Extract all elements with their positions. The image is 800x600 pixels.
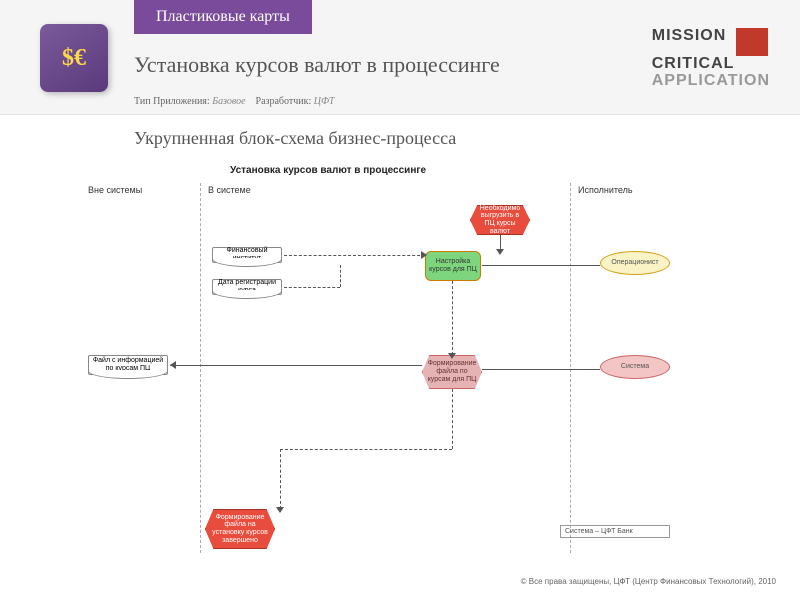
logo-line2: CRITICAL — [652, 55, 735, 72]
logo-red-square — [736, 28, 768, 56]
diagram-title: Установка курсов валют в процессинге — [230, 165, 426, 176]
edge — [340, 265, 341, 287]
edge — [284, 255, 425, 256]
system-box: Система – ЦФТ Банк — [560, 525, 670, 538]
edge — [452, 389, 453, 449]
edge — [170, 365, 422, 366]
meta-dev-value: ЦФТ — [314, 96, 335, 107]
lane-label-exec: Исполнитель — [578, 185, 633, 195]
node-oper: Операционист — [600, 251, 670, 275]
app-icon-glyph: $€ — [62, 45, 86, 72]
logo-line1: MISSION — [652, 27, 727, 44]
lane-separator — [570, 183, 571, 553]
app-icon: $€ — [40, 24, 108, 92]
meta-type-label: Тип Приложения: — [134, 96, 210, 107]
edge — [280, 449, 452, 450]
node-done: Формирование файла на установку курсов з… — [205, 509, 275, 549]
lane-label-out: Вне системы — [88, 185, 142, 195]
arrowhead — [276, 507, 284, 517]
meta-line: Тип Приложения: Базовое Разработчик: ЦФТ — [134, 96, 334, 107]
edge — [482, 265, 600, 266]
meta-type-value: Базовое — [212, 96, 245, 107]
category-tab: Пластиковые карты — [134, 0, 312, 34]
edge — [482, 369, 600, 370]
node-config: Настройка курсов для ПЦ — [425, 251, 481, 281]
arrowhead — [496, 249, 504, 259]
node-date_reg: Дата регистрации курса — [212, 279, 282, 295]
page-header: $€ Пластиковые карты Установка курсов ва… — [0, 0, 800, 115]
page-title: Установка курсов валют в процессинге — [134, 52, 500, 78]
arrowhead — [421, 251, 431, 259]
logo-line3: APPLICATION — [652, 72, 770, 89]
flowchart-diagram: Установка курсов валют в процессинге Вне… — [80, 165, 740, 565]
arrowhead — [166, 361, 176, 369]
node-system: Система — [600, 355, 670, 379]
edge — [280, 449, 281, 509]
lane-label-in: В системе — [208, 185, 251, 195]
edge — [284, 287, 340, 288]
copyright-text: © Все права защищены, ЦФТ (Центр Финансо… — [521, 577, 776, 586]
meta-dev-label: Разработчик: — [256, 96, 312, 107]
node-fin_inst: Финансовый институт — [212, 247, 282, 263]
mca-logo: MISSION CRITICAL APPLICATION — [652, 28, 770, 90]
lane-separator — [200, 183, 201, 553]
node-start: Необходимо выгрузить в ПЦ курсы валют — [470, 205, 530, 235]
arrowhead — [448, 353, 456, 363]
edge — [452, 281, 453, 355]
diagram-section-title: Укрупненная блок-схема бизнес-процесса — [134, 128, 456, 149]
node-file_out: Файл с информацией по курсам ПЦ — [88, 355, 168, 375]
